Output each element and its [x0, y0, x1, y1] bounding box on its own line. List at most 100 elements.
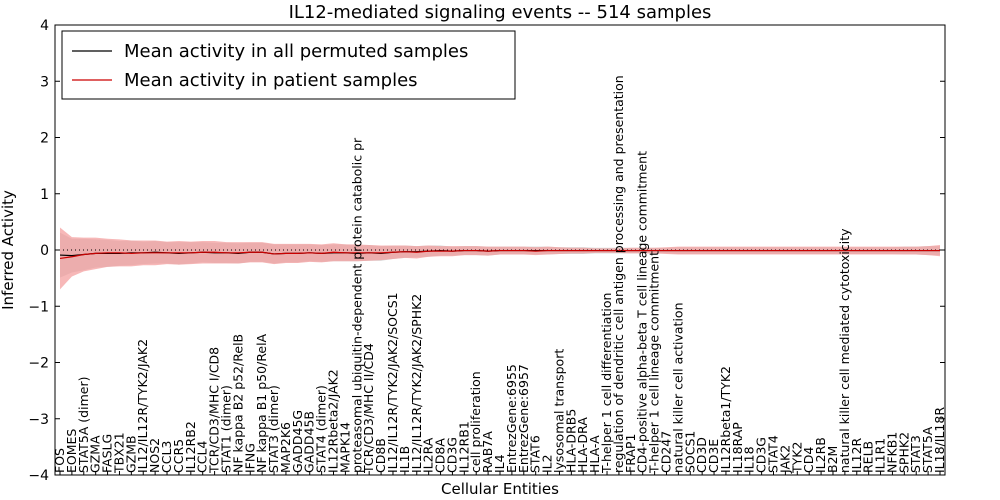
x-tick-label: IL2 [540, 454, 555, 473]
x-tick-label: IL1B [397, 446, 412, 473]
x-tick-label: lysosomal transport [551, 349, 566, 473]
legend: Mean activity in all permuted samples Me… [61, 30, 516, 100]
x-tick-label: CD4 [801, 447, 816, 473]
x-tick-label: STAT3 (dimer) [266, 385, 281, 473]
x-tick-label: STAT1 (dimer) [218, 385, 233, 473]
y-tick-label: 3 [40, 74, 49, 90]
x-tick-label: GZMA [88, 435, 103, 473]
x-tick-label: MAP2K6 [278, 422, 293, 473]
x-tick-label: cell proliferation [468, 371, 483, 473]
x-tick-label: IL1R1 [873, 438, 888, 473]
x-tick-label: RELB [861, 441, 876, 473]
y-tick-label: 0 [40, 243, 49, 259]
x-tick-label: IL2RA [421, 437, 436, 473]
x-tick-label: IL12/IL12R/TYK2/JAK2/SOCS1 [385, 292, 400, 473]
x-tick-label: EntrezGene:6957 [516, 364, 531, 473]
x-tick-label: NF kappa B2 p52/RelB [230, 334, 245, 473]
x-tick-label: proteasomal ubiquitin-dependent protein … [349, 137, 364, 473]
x-tick-label: SOCS1 [682, 431, 697, 473]
x-tick-label: IL4 [492, 454, 507, 473]
x-tick-label: natural killer cell mediated cytotoxicit… [837, 228, 852, 473]
legend-box [61, 30, 516, 100]
bands [60, 227, 940, 290]
x-tick-label: CD8A [433, 438, 448, 473]
x-tick-label: CD247 [658, 431, 673, 473]
x-tick-label: CD3G [754, 437, 769, 473]
y-tick-label: −3 [28, 412, 49, 428]
x-tick-label: IL12/IL12R/TYK2/JAK2 [135, 339, 150, 473]
x-tick-label: STAT4 [766, 435, 781, 473]
y-tick-label: −2 [28, 356, 49, 372]
y-tick-label: 1 [40, 187, 49, 203]
x-tick-label: CD3E [706, 439, 721, 473]
x-tick-label: GZMB [123, 435, 138, 473]
x-tick-label: regulation of dendritic cell antigen pro… [611, 75, 626, 473]
x-tick-label: natural killer cell activation [670, 302, 685, 473]
x-tick-label: NF kappa B1 p50/RelA [254, 333, 269, 473]
x-tick-label: IL18RAP [730, 422, 745, 473]
y-tick-label: 4 [40, 18, 49, 34]
x-tick-label: IL18/IL18R [932, 407, 947, 473]
x-tick-label: HLA-A [587, 435, 602, 473]
y-tick-label: −1 [28, 299, 49, 315]
x-tick-label: GADD45B [302, 411, 317, 473]
x-tick-label: CD3D [694, 437, 709, 473]
x-tick-label: NFKB1 [884, 432, 899, 473]
x-tick-label: STAT4 (dimer) [314, 385, 329, 473]
x-tick-label: T-helper 1 cell differentiation [599, 293, 614, 474]
x-tick-label: IL12Rbeta2/JAK2 [326, 369, 341, 473]
x-tick-label: MAPK14 [337, 422, 352, 473]
y-axis-label: Inferred Activity [0, 190, 17, 310]
x-tick-label: IL12RB1 [456, 421, 471, 473]
x-tick-label: NOS2 [147, 438, 162, 473]
x-tick-label: TYK2 [789, 442, 804, 474]
x-tick-label: CD4-positive alpha-beta T cell lineage c… [635, 151, 650, 473]
x-tick-label: EOMES [64, 429, 79, 473]
x-tick-label: T-helper 1 cell lineage commitment [647, 251, 662, 474]
chart-title: IL12-mediated signaling events -- 514 sa… [289, 2, 712, 23]
y-ticks: −4 −3 −2 −1 0 1 2 3 4 [28, 18, 945, 484]
x-tick-label: IL12R [849, 437, 864, 473]
x-tick-label: STAT5A (dimer) [76, 377, 91, 473]
x-tick-label: HLA-DRB5 [563, 409, 578, 473]
x-tick-label: IL12RB2 [183, 421, 198, 473]
x-tick-label: RAB7A [480, 431, 495, 473]
x-tick-label: GADD45G [290, 410, 305, 473]
x-axis-label: Cellular Entities [441, 480, 559, 498]
plot-frame [54, 24, 946, 476]
x-tick-label: SPHK2 [896, 432, 911, 473]
x-tick-label: TBX21 [111, 432, 126, 474]
series-line-patient [59, 249, 940, 260]
legend-label-permuted: Mean activity in all permuted samples [124, 41, 468, 62]
x-tick-label: STAT6 [528, 435, 543, 473]
x-tick-label: STAT3 [908, 435, 923, 473]
x-tick-label: STAT5A [920, 426, 935, 473]
x-tick-label: FASLG [100, 434, 115, 473]
x-tick-label: TCR/CD3/MHC I/CD8 [207, 347, 222, 474]
legend-label-patient: Mean activity in patient samples [124, 70, 418, 91]
x-tick-label: CD8B [373, 438, 388, 473]
x-tick-label: TCR/CD3/MHC II/CD4 [361, 343, 376, 474]
x-tick-label: EntrezGene:6955 [504, 364, 519, 473]
x-tick-label: IL12Rbeta1/TYK2 [718, 366, 733, 473]
y-tick-label: 2 [40, 131, 49, 147]
x-tick-label: IL18 [742, 446, 757, 473]
x-tick-label: CCL4 [195, 441, 210, 473]
x-tick-label: FOS [52, 448, 67, 473]
x-tick-label: B2M [825, 446, 840, 473]
x-ticks [59, 471, 941, 475]
band-patient [60, 227, 940, 290]
x-tick-label: IL12/IL12R/TYK2/JAK2/SPHK2 [409, 294, 424, 473]
y-tick-label: −4 [28, 468, 49, 484]
lines [55, 249, 945, 260]
x-tick-label: HLA-DRA [575, 417, 590, 473]
x-tick-label: IL2RB [813, 437, 828, 473]
x-tick-label: IFNG [242, 443, 257, 473]
x-tick-label: CCL3 [159, 441, 174, 473]
x-tick-label: FRAP1 [623, 434, 638, 473]
x-tick-label: CD3G [444, 437, 459, 473]
x-tick-label: JAK2 [777, 445, 792, 474]
x-tick-label: CCR5 [171, 439, 186, 473]
